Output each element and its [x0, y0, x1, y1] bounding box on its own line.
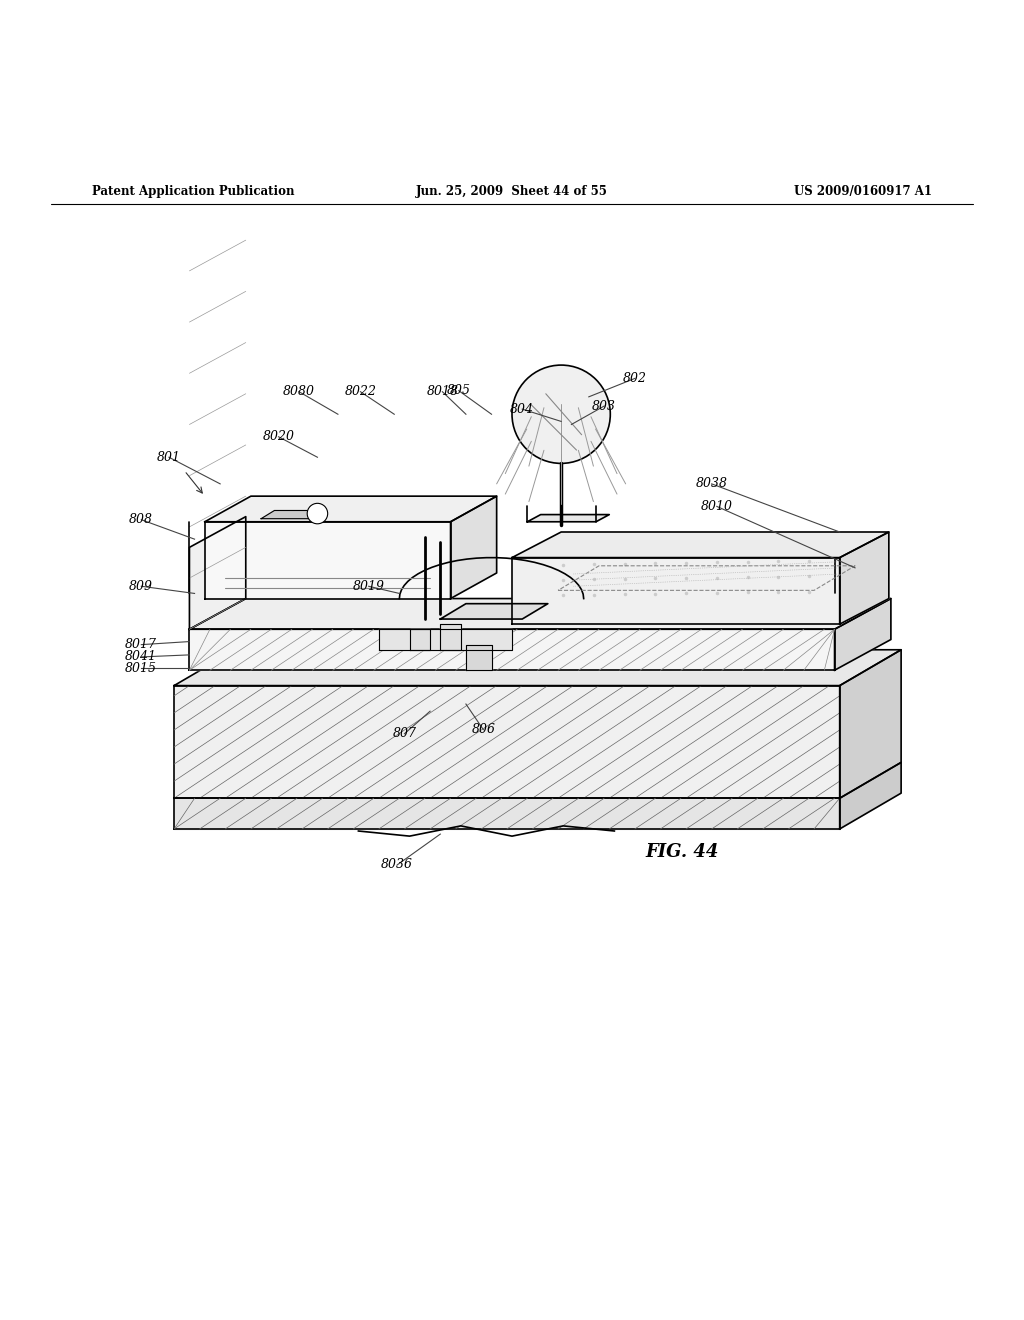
- Polygon shape: [410, 630, 430, 649]
- Text: 8019: 8019: [352, 579, 385, 593]
- Text: 8041: 8041: [125, 651, 158, 664]
- Polygon shape: [840, 763, 901, 829]
- Text: 8015: 8015: [125, 661, 158, 675]
- Polygon shape: [440, 603, 548, 619]
- Circle shape: [512, 366, 610, 463]
- Polygon shape: [512, 532, 889, 557]
- Polygon shape: [466, 644, 492, 671]
- Text: 8080: 8080: [283, 385, 315, 399]
- Text: 8038: 8038: [695, 478, 728, 490]
- Text: Jun. 25, 2009  Sheet 44 of 55: Jun. 25, 2009 Sheet 44 of 55: [416, 185, 608, 198]
- Text: 801: 801: [157, 450, 181, 463]
- Polygon shape: [174, 649, 901, 685]
- Polygon shape: [527, 515, 609, 521]
- Text: US 2009/0160917 A1: US 2009/0160917 A1: [794, 185, 932, 198]
- Text: 808: 808: [129, 513, 154, 527]
- Polygon shape: [840, 649, 901, 799]
- Polygon shape: [174, 685, 840, 799]
- Polygon shape: [189, 598, 891, 630]
- Polygon shape: [840, 532, 889, 624]
- Polygon shape: [261, 511, 326, 519]
- Polygon shape: [189, 516, 246, 630]
- Text: FIG. 44: FIG. 44: [645, 842, 719, 861]
- Polygon shape: [205, 521, 451, 598]
- Polygon shape: [189, 630, 835, 671]
- Polygon shape: [512, 557, 840, 624]
- Text: 807: 807: [392, 727, 417, 741]
- Text: 803: 803: [592, 400, 616, 413]
- Circle shape: [307, 503, 328, 524]
- Text: 805: 805: [446, 384, 471, 397]
- Polygon shape: [835, 598, 891, 671]
- Text: 806: 806: [471, 723, 496, 737]
- Polygon shape: [440, 624, 461, 649]
- Text: 809: 809: [129, 579, 154, 593]
- Text: Patent Application Publication: Patent Application Publication: [92, 185, 295, 198]
- Text: 8020: 8020: [262, 430, 295, 444]
- Text: 8022: 8022: [344, 385, 377, 399]
- Polygon shape: [205, 496, 497, 521]
- Polygon shape: [379, 630, 512, 649]
- Text: 802: 802: [623, 372, 647, 385]
- Text: 804: 804: [510, 403, 535, 416]
- Text: 8018: 8018: [426, 385, 459, 399]
- Polygon shape: [174, 799, 840, 829]
- Text: 8036: 8036: [381, 858, 414, 871]
- Polygon shape: [451, 496, 497, 598]
- Text: 8010: 8010: [700, 500, 733, 513]
- Text: 8017: 8017: [125, 638, 158, 651]
